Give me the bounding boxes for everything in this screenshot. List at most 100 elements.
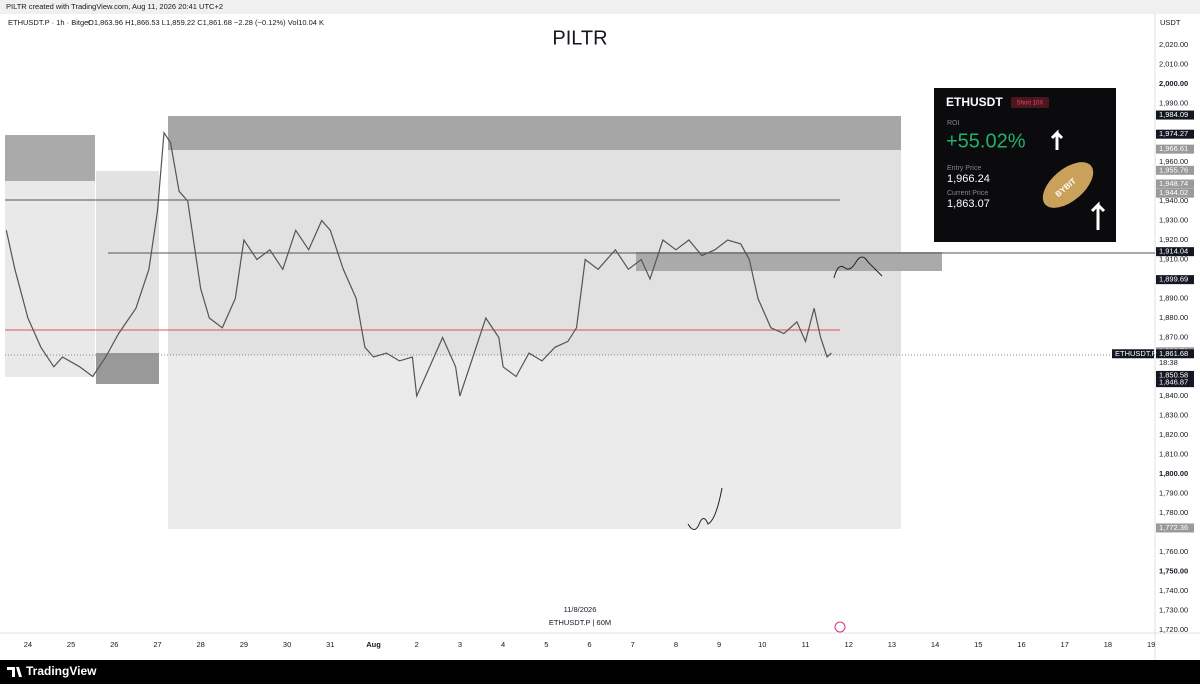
y-tick-label: 1,840.00 [1159, 391, 1188, 400]
price-tag-label: 1,984.09 [1159, 110, 1188, 119]
x-tick-label: Aug [366, 640, 381, 649]
x-tick-label: 26 [110, 640, 118, 649]
x-tick-label: 31 [326, 640, 334, 649]
y-tick-label: 1,730.00 [1159, 606, 1188, 615]
x-tick-label: 18 [1104, 640, 1112, 649]
zone [5, 181, 95, 377]
y-tick-label: 1,780.00 [1159, 508, 1188, 517]
price-tag [1156, 523, 1194, 533]
y-tick-label: 1,830.00 [1159, 411, 1188, 420]
x-tick-label: 25 [67, 640, 75, 649]
price-tag [1156, 110, 1194, 120]
y-tick-label: 1,910.00 [1159, 255, 1188, 264]
x-tick-label: 7 [631, 640, 635, 649]
x-tick-label: 8 [674, 640, 678, 649]
x-tick-label: 14 [931, 640, 939, 649]
last-price-name-box [1112, 349, 1154, 359]
ohlc: O1,863.96 H1,866.53 L1,859.22 C1,861.68 … [88, 18, 324, 27]
logo: TradingView [26, 664, 97, 678]
created-note: PILTR created with TradingView.com, Aug … [6, 2, 223, 11]
x-tick-label: 12 [845, 640, 853, 649]
x-tick-label: 4 [501, 640, 505, 649]
x-tick-label: 15 [974, 640, 982, 649]
y-tick-label: 1,740.00 [1159, 586, 1188, 595]
entry: 1,966.24 [947, 173, 990, 185]
price-tag [1156, 144, 1194, 154]
price-tag-label: 1,861.68 [1159, 349, 1188, 358]
x-tick-label: 13 [888, 640, 896, 649]
footer-date: 11/8/2026 [564, 605, 597, 614]
y-tick-label: 2,000.00 [1159, 79, 1188, 88]
x-tick-label: 17 [1061, 640, 1069, 649]
y-tick-label: 1,940.00 [1159, 196, 1188, 205]
y-tick-label: 1,960.00 [1159, 157, 1188, 166]
price-tag-label: 1,966.61 [1159, 144, 1188, 153]
x-tick-label: 9 [717, 640, 721, 649]
zone [636, 252, 942, 271]
x-tick-label: 3 [458, 640, 462, 649]
current-label: Current Price [947, 190, 988, 197]
last-price-name: ETHUSDT.P [1115, 349, 1157, 358]
y-tick-label: 1,720.00 [1159, 625, 1188, 634]
currency: USDT [1160, 18, 1181, 27]
card-side: Short 10X [1017, 101, 1044, 107]
x-tick-label: 5 [544, 640, 548, 649]
price-tag [1156, 188, 1194, 198]
y-tick-label: 1,750.00 [1159, 567, 1188, 576]
chart-title: PILTR [552, 27, 607, 49]
price-tag-label: 1,914.04 [1159, 247, 1188, 256]
price-line [5, 131, 832, 399]
x-tick-label: 6 [587, 640, 591, 649]
current: 1,863.07 [947, 198, 990, 210]
y-tick-label: 2,020.00 [1159, 40, 1188, 49]
zone [96, 353, 159, 384]
y-tick-label: 1,760.00 [1159, 547, 1188, 556]
x-tick-label: 19 [1147, 640, 1155, 649]
zone [96, 171, 159, 353]
symbol: ETHUSDT.P · 1h · Bitget [8, 18, 91, 27]
price-tag-label: 1,850.58 [1159, 370, 1188, 379]
sketch [687, 487, 723, 530]
price-tag-label: 1,974.27 [1159, 129, 1188, 138]
logo-mark [7, 667, 22, 677]
y-tick-label: 1,990.00 [1159, 98, 1188, 107]
x-tick-label: 29 [240, 640, 248, 649]
price-tag-label: 1,955.76 [1159, 165, 1188, 174]
price-tag [1156, 179, 1194, 189]
y-tick-label: 1,930.00 [1159, 216, 1188, 225]
plot [5, 131, 832, 399]
footer-bar [0, 660, 1200, 684]
price-tag [1156, 129, 1194, 139]
roi: +55.02% [946, 130, 1026, 152]
y-tick-label: 1,870.00 [1159, 333, 1188, 342]
alert-icon[interactable] [834, 621, 846, 633]
countdown: 18:38 [1159, 358, 1178, 367]
x-tick-label: 28 [197, 640, 205, 649]
price-tag-label: 1,899.69 [1159, 275, 1188, 284]
sketch [833, 256, 883, 279]
x-tick-label: 16 [1017, 640, 1025, 649]
price-tag [1156, 378, 1194, 388]
footer-interval: ETHUSDT.P | 60M [549, 618, 611, 627]
x-tick-label: 11 [802, 640, 810, 649]
arrow-icon [1090, 201, 1106, 230]
x-tick-label: 10 [758, 640, 766, 649]
price-tag [1156, 165, 1194, 175]
y-tick-label: 1,790.00 [1159, 489, 1188, 498]
arrow-icon [1050, 129, 1064, 150]
price-tag [1156, 247, 1194, 257]
price-tag [1156, 275, 1194, 285]
card-symbol: ETHUSDT [946, 95, 1003, 109]
x-tick-label: 24 [24, 640, 32, 649]
y-tick-label: 1,890.00 [1159, 294, 1188, 303]
y-tick-label: 2,010.00 [1159, 59, 1188, 68]
roi-label: ROI [947, 120, 960, 127]
rocket-icon [1042, 162, 1094, 208]
y-tick-label: 1,880.00 [1159, 313, 1188, 322]
y-tick-label: 1,810.00 [1159, 450, 1188, 459]
price-tag [1156, 349, 1194, 359]
side-badge [1011, 97, 1049, 108]
x-tick-label: 27 [153, 640, 161, 649]
y-tick-label: 1,800.00 [1159, 469, 1188, 478]
